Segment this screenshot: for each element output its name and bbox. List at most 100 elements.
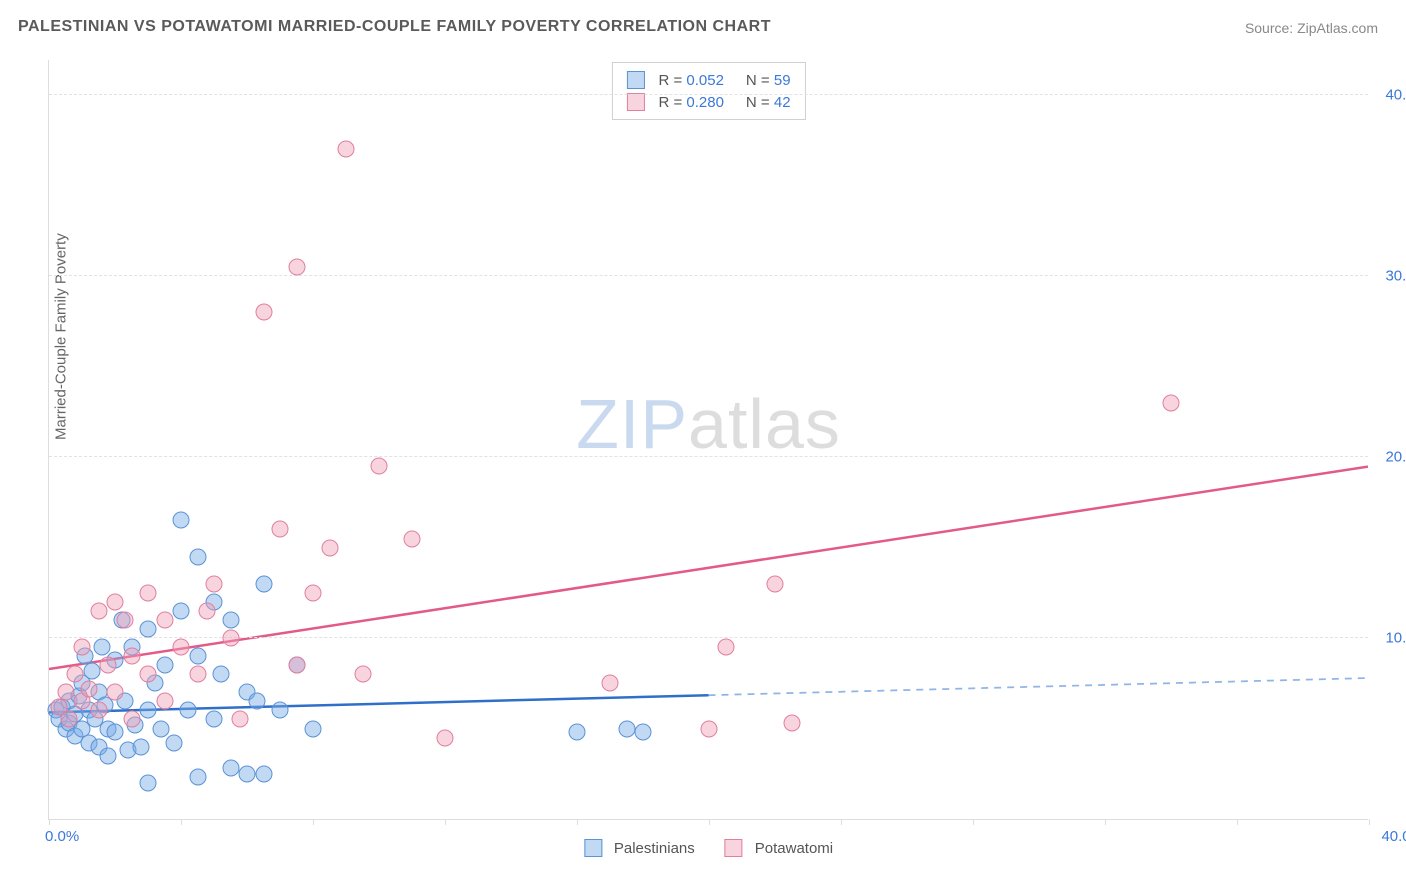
scatter-point-potawatomi (140, 584, 157, 601)
y-tick-label: 20.0% (1373, 449, 1406, 466)
scatter-point-potawatomi (701, 720, 718, 737)
scatter-point-potawatomi (305, 584, 322, 601)
plot-area: Married-Couple Family Poverty ZIPatlas R… (48, 60, 1368, 820)
legend-swatch (584, 839, 602, 857)
x-tick (445, 819, 446, 825)
watermark-zip: ZIP (576, 385, 688, 463)
scatter-point-potawatomi (107, 593, 124, 610)
scatter-point-palestinians (212, 666, 229, 683)
x-tick (577, 819, 578, 825)
scatter-point-palestinians (107, 724, 124, 741)
scatter-point-potawatomi (140, 666, 157, 683)
y-tick-label: 30.0% (1373, 268, 1406, 285)
scatter-point-palestinians (239, 765, 256, 782)
legend-r: R = 0.052 (658, 72, 723, 89)
scatter-point-palestinians (189, 548, 206, 565)
watermark: ZIPatlas (576, 384, 841, 464)
scatter-point-potawatomi (232, 711, 249, 728)
scatter-point-potawatomi (156, 693, 173, 710)
x-tick (1237, 819, 1238, 825)
scatter-point-potawatomi (107, 684, 124, 701)
scatter-point-potawatomi (288, 657, 305, 674)
scatter-point-palestinians (166, 735, 183, 752)
scatter-point-palestinians (83, 662, 100, 679)
x-tick (313, 819, 314, 825)
scatter-point-palestinians (140, 774, 157, 791)
scatter-point-palestinians (179, 702, 196, 719)
x-tick (841, 819, 842, 825)
legend-stat-row: R = 0.052 N = 59 (626, 69, 790, 91)
scatter-point-potawatomi (371, 458, 388, 475)
y-axis-label: Married-Couple Family Poverty (53, 233, 70, 440)
gridline-horizontal (49, 456, 1368, 457)
scatter-point-potawatomi (272, 521, 289, 538)
x-tick (973, 819, 974, 825)
scatter-point-potawatomi (57, 684, 74, 701)
scatter-point-palestinians (189, 769, 206, 786)
scatter-point-potawatomi (67, 666, 84, 683)
legend-swatch (626, 71, 644, 89)
scatter-point-palestinians (272, 702, 289, 719)
watermark-atlas: atlas (688, 385, 841, 463)
scatter-point-potawatomi (222, 630, 239, 647)
scatter-point-palestinians (305, 720, 322, 737)
legend-n: N = 42 (746, 94, 791, 111)
legend-series: Palestinians Potawatomi (584, 839, 833, 857)
x-tick (181, 819, 182, 825)
chart-title: PALESTINIAN VS POTAWATOMI MARRIED-COUPLE… (18, 18, 771, 36)
scatter-point-potawatomi (206, 575, 223, 592)
scatter-point-potawatomi (74, 639, 91, 656)
scatter-point-potawatomi (156, 611, 173, 628)
scatter-point-palestinians (140, 621, 157, 638)
source-label: Source: ZipAtlas.com (1245, 20, 1378, 36)
scatter-point-palestinians (618, 720, 635, 737)
scatter-point-potawatomi (173, 639, 190, 656)
legend-stats: R = 0.052 N = 59 R = 0.280 N = 42 (611, 62, 805, 120)
scatter-point-potawatomi (90, 702, 107, 719)
trend-line-palestinians-extrapolated (709, 678, 1369, 695)
legend-swatch (626, 93, 644, 111)
scatter-point-potawatomi (404, 530, 421, 547)
scatter-point-palestinians (569, 724, 586, 741)
scatter-point-potawatomi (116, 611, 133, 628)
x-tick (709, 819, 710, 825)
scatter-point-palestinians (248, 693, 265, 710)
scatter-point-palestinians (635, 724, 652, 741)
scatter-point-potawatomi (717, 639, 734, 656)
legend-label: Potawatomi (755, 840, 833, 857)
x-tick-label: 0.0% (45, 828, 79, 845)
gridline-horizontal (49, 637, 1368, 638)
scatter-point-palestinians (133, 738, 150, 755)
scatter-point-potawatomi (783, 715, 800, 732)
legend-r: R = 0.280 (658, 94, 723, 111)
scatter-point-palestinians (153, 720, 170, 737)
scatter-point-potawatomi (288, 259, 305, 276)
scatter-point-potawatomi (60, 711, 77, 728)
y-tick-label: 40.0% (1373, 87, 1406, 104)
x-tick-label: 40.0% (1381, 828, 1406, 845)
scatter-point-potawatomi (90, 602, 107, 619)
scatter-point-palestinians (222, 760, 239, 777)
scatter-point-potawatomi (602, 675, 619, 692)
scatter-point-palestinians (140, 702, 157, 719)
trend-lines (49, 60, 1368, 819)
scatter-point-palestinians (255, 575, 272, 592)
legend-item-palestinians: Palestinians (584, 839, 695, 857)
scatter-point-potawatomi (338, 141, 355, 158)
x-tick (1369, 819, 1370, 825)
scatter-point-potawatomi (80, 680, 97, 697)
scatter-point-palestinians (222, 611, 239, 628)
scatter-point-palestinians (189, 648, 206, 665)
y-tick-label: 10.0% (1373, 630, 1406, 647)
x-tick (49, 819, 50, 825)
scatter-point-potawatomi (321, 539, 338, 556)
scatter-point-palestinians (206, 711, 223, 728)
scatter-point-palestinians (173, 602, 190, 619)
scatter-point-potawatomi (123, 711, 140, 728)
scatter-point-potawatomi (1163, 394, 1180, 411)
scatter-point-palestinians (173, 512, 190, 529)
x-tick (1105, 819, 1106, 825)
legend-n: N = 59 (746, 72, 791, 89)
legend-item-potawatomi: Potawatomi (725, 839, 833, 857)
scatter-point-potawatomi (437, 729, 454, 746)
